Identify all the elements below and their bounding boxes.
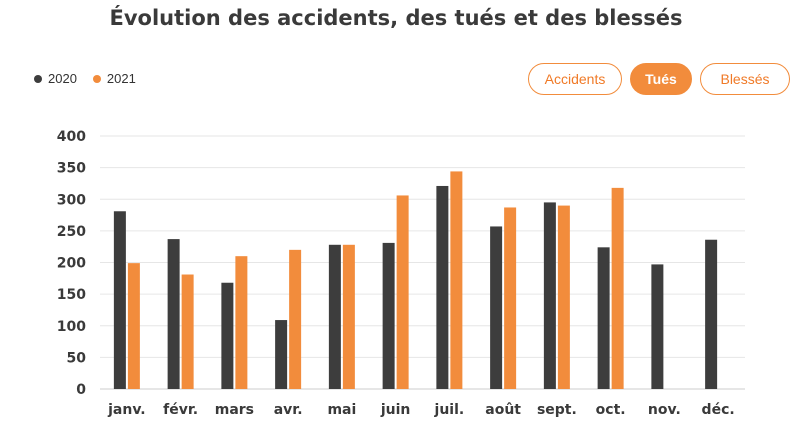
- bar-2020-11[interactable]: [705, 239, 718, 389]
- y-tick-label: 100: [57, 319, 86, 335]
- bar-2020-0[interactable]: [113, 211, 126, 389]
- x-tick-label: janv.: [107, 402, 146, 418]
- legend-label-2021: 2021: [106, 71, 136, 86]
- bar-2020-10[interactable]: [651, 264, 664, 389]
- x-tick-label: sept.: [537, 402, 577, 418]
- x-tick-label: févr.: [163, 402, 198, 418]
- bar-2021-6[interactable]: [450, 171, 463, 389]
- y-tick-label: 50: [67, 350, 87, 366]
- bar-2020-8[interactable]: [543, 202, 556, 389]
- y-tick-label: 350: [57, 161, 86, 177]
- bar-2020-2[interactable]: [221, 282, 234, 389]
- y-tick-label: 300: [57, 192, 86, 208]
- tab-tues[interactable]: Tués: [630, 63, 692, 95]
- legend-label-2020: 2020: [48, 71, 77, 86]
- chart-title: Évolution des accidents, des tués et des…: [109, 6, 683, 30]
- x-tick-label: déc.: [702, 402, 735, 418]
- bar-2021-8[interactable]: [557, 205, 570, 389]
- tab-blesses[interactable]: Blessés: [700, 63, 790, 95]
- x-tick-label: oct.: [596, 402, 626, 418]
- bar-2021-1[interactable]: [181, 274, 194, 389]
- legend-item-2020[interactable]: 2020: [34, 71, 77, 86]
- bar-2021-7[interactable]: [504, 207, 517, 389]
- x-tick-label: avr.: [274, 402, 303, 418]
- bar-2021-3[interactable]: [289, 249, 302, 389]
- y-tick-label: 150: [57, 287, 86, 303]
- legend-item-2021[interactable]: 2021: [92, 71, 136, 86]
- y-tick-label: 250: [57, 224, 86, 240]
- x-tick-label: juin: [380, 402, 411, 418]
- legend-dot-2020: [34, 74, 42, 83]
- bar-2020-4[interactable]: [328, 244, 341, 389]
- x-tick-label: nov.: [648, 402, 681, 418]
- bar-2021-2[interactable]: [235, 256, 248, 389]
- bar-2020-5[interactable]: [382, 242, 395, 389]
- bar-2020-1[interactable]: [167, 239, 180, 389]
- y-tick-label: 0: [76, 382, 86, 398]
- bar-2021-0[interactable]: [127, 263, 140, 389]
- chart-legend: 2020 2021: [34, 71, 152, 86]
- y-tick-label: 400: [57, 129, 86, 145]
- y-tick-label: 200: [57, 256, 86, 272]
- tab-accidents[interactable]: Accidents: [528, 63, 622, 95]
- x-tick-label: juil.: [434, 402, 465, 418]
- metric-tabs: Accidents Tués Blessés: [528, 63, 790, 95]
- bar-2020-3[interactable]: [275, 320, 288, 389]
- bar-2020-6[interactable]: [436, 185, 449, 389]
- legend-dot-2021: [92, 74, 101, 83]
- bar-2020-7[interactable]: [490, 226, 503, 389]
- bar-2021-4[interactable]: [342, 244, 355, 389]
- x-tick-label: mai: [327, 402, 356, 418]
- x-tick-label: août: [485, 402, 521, 418]
- x-tick-label: mars: [215, 402, 254, 418]
- bar-2020-9[interactable]: [597, 247, 610, 389]
- bar-2021-9[interactable]: [611, 187, 624, 389]
- bar-2021-5[interactable]: [396, 195, 409, 389]
